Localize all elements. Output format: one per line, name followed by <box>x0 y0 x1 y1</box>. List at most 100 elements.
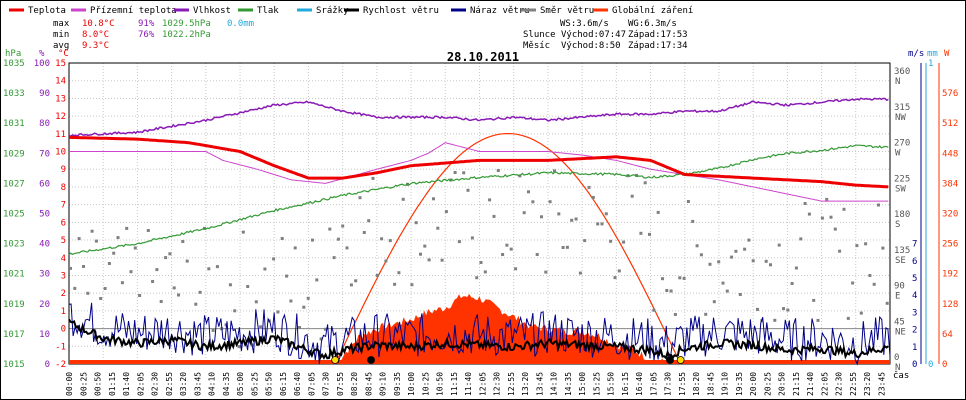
wind-dir-dot <box>436 226 440 230</box>
wind-dir-dot <box>773 318 777 322</box>
tick-x: 00:00 <box>65 372 74 396</box>
tick-x: 15:50 <box>607 372 616 396</box>
tick-dir-label: W <box>895 149 901 159</box>
wind-dir-dot <box>531 200 535 204</box>
wind-dir-dot <box>591 196 595 199</box>
info-moon-label: Měsíc <box>523 41 550 51</box>
ground-temp-line <box>69 142 889 202</box>
wind-dir-dot <box>877 203 880 207</box>
legend: Teplota Přízemní teplota Vlhkost Tlak Srážky… <box>9 6 693 16</box>
tick-ms: 3 <box>912 308 917 318</box>
tick-x: 11:40 <box>464 372 473 396</box>
tick-w: 576 <box>942 89 958 99</box>
tick-x: 17:30 <box>664 372 673 396</box>
tick-dir-deg: 225 <box>894 174 910 184</box>
wind-dir-dot <box>816 318 820 322</box>
radiation-max-curve <box>334 133 682 365</box>
wind-dir-dot <box>224 323 228 327</box>
wind-dir-dot <box>483 270 487 274</box>
wind-dir-dot <box>129 270 133 274</box>
tick-w: 256 <box>942 240 958 250</box>
tick-x: 06:40 <box>293 372 302 396</box>
info-sunset: Západ:17:53 <box>628 30 688 40</box>
tick-x: 06:15 <box>279 372 288 396</box>
tick-w: 448 <box>942 149 958 159</box>
tick-hpa: 1015 <box>3 360 25 370</box>
tick-x: 04:10 <box>208 372 217 396</box>
tick-x: 17:55 <box>678 372 687 396</box>
stat-label-max: max <box>53 19 70 29</box>
wind-dir-dot <box>427 258 431 262</box>
tick-x: 18:45 <box>706 372 715 396</box>
wind-dir-dot <box>501 253 505 256</box>
wind-dir-dot <box>557 212 561 216</box>
wind-dir-dot <box>388 239 392 243</box>
wind-dir-dot <box>228 283 232 287</box>
tick-mm: 1 <box>928 59 933 69</box>
wind-dir-dot <box>721 281 725 285</box>
tick-pct: 50 <box>39 210 50 220</box>
wind-dir-dot <box>120 281 124 285</box>
stat-max-press: 1029.5hPa <box>162 19 211 29</box>
chart-title: 28.10.2011 <box>447 50 519 64</box>
wind-dir-dot <box>812 298 816 302</box>
wind-dir-dot <box>138 294 142 297</box>
wind-dir-dot <box>457 240 461 244</box>
info-sunrise: Východ:07:47 <box>561 30 626 40</box>
humidity-line <box>68 97 889 138</box>
wind-dir-dot <box>872 282 876 286</box>
tick-w: 320 <box>942 210 958 220</box>
tick-hpa: 1029 <box>3 149 25 159</box>
wind-speed-line <box>68 318 889 361</box>
plot-area <box>68 97 891 366</box>
wind-dir-dot <box>522 211 526 215</box>
wind-dir-dot <box>613 276 617 280</box>
tick-temp: 2 <box>61 289 66 299</box>
tick-temp: 5 <box>61 236 66 246</box>
tick-x: 07:55 <box>336 372 345 396</box>
tick-x: 18:20 <box>692 372 701 396</box>
wind-dir-dot <box>535 253 539 256</box>
wind-dir-dot <box>289 299 293 303</box>
wind-dir-dot <box>799 237 803 241</box>
wind-dir-dot <box>168 252 172 256</box>
tick-hpa: 1023 <box>3 240 25 250</box>
wind-dir-dot <box>609 239 613 243</box>
tick-pct: 100 <box>34 59 50 69</box>
wind-dir-dot <box>133 246 137 250</box>
tick-dir-deg: 315 <box>894 103 910 113</box>
tick-pct: 0 <box>45 360 50 370</box>
wind-dir-dot <box>604 212 608 216</box>
tick-w: 384 <box>942 179 958 189</box>
wind-dir-dot <box>881 246 885 250</box>
wind-dir-dot <box>751 259 755 263</box>
tick-x: 20:50 <box>778 372 787 396</box>
tick-temp: 12 <box>55 112 66 122</box>
wind-dir-dot <box>561 246 565 249</box>
wind-dir-dot <box>462 171 466 175</box>
wind-dir-dot <box>648 232 651 236</box>
tick-pct: 40 <box>39 240 50 250</box>
tick-w: 0 <box>942 360 947 370</box>
tick-x: 05:50 <box>265 372 274 396</box>
pressure-line <box>68 144 889 256</box>
wind-dir-dot <box>855 244 859 248</box>
wind-dir-dot <box>851 281 855 285</box>
tick-hpa: 1027 <box>3 179 25 189</box>
tick-x: 19:10 <box>721 372 730 396</box>
legend-label: Teplota <box>28 6 66 16</box>
tick-x: 20:00 <box>749 372 758 396</box>
wind-dir-dot <box>263 267 267 271</box>
wind-dir-dot <box>743 247 747 251</box>
tick-x: 03:45 <box>193 372 202 396</box>
wind-dir-dot <box>630 194 634 198</box>
wind-dir-dot <box>172 286 176 290</box>
wind-dir-dot <box>82 265 85 268</box>
wind-dir-dot <box>492 214 496 218</box>
wind-dir-dot <box>738 293 742 296</box>
tick-x: 02:55 <box>165 372 174 396</box>
wind-dir-dot <box>177 293 180 297</box>
wind-dir-dot <box>548 200 552 204</box>
wind-dir-dot <box>470 236 474 240</box>
